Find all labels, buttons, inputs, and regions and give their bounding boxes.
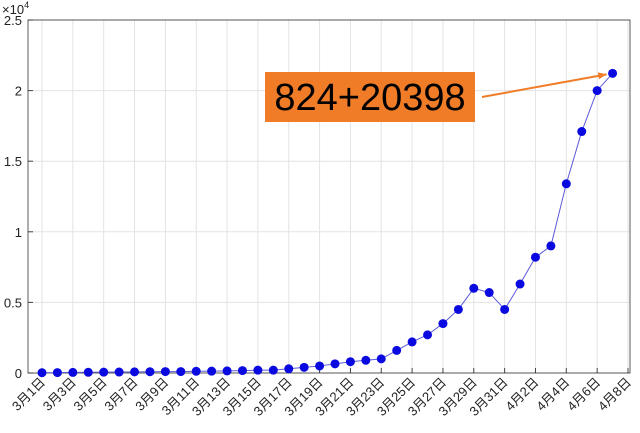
y-tick-label: 1.5 (4, 154, 22, 169)
point (484, 288, 494, 298)
point (299, 362, 309, 372)
point (37, 368, 47, 378)
point (237, 366, 247, 376)
annotation: 824+20398 (274, 77, 465, 119)
point (561, 179, 571, 189)
point (376, 354, 386, 364)
point (191, 366, 201, 376)
point (99, 367, 109, 377)
point (361, 355, 371, 365)
point (68, 367, 78, 377)
x-tick-label: 4月6日 (564, 375, 603, 414)
x-tick-label: 4月2日 (502, 375, 541, 414)
point (438, 319, 448, 329)
point (268, 365, 278, 375)
point (83, 367, 93, 377)
point (176, 367, 186, 377)
point (330, 359, 340, 369)
point (392, 345, 402, 355)
point (546, 241, 556, 251)
point (207, 366, 217, 376)
point (222, 366, 232, 376)
x-tick-label: 4月4日 (533, 375, 572, 414)
point (114, 367, 124, 377)
point (145, 367, 155, 377)
y-tick-label: 0.5 (4, 295, 22, 310)
arrow-head (597, 72, 607, 80)
point (530, 252, 540, 262)
point (469, 283, 479, 293)
multiplier-exponent: 4 (24, 0, 29, 10)
y-tick-label: 1 (15, 225, 22, 240)
y-multiplier: ×104 (2, 0, 29, 17)
point (592, 86, 602, 96)
x-tick-label: 3月7日 (101, 375, 140, 414)
axes-box (27, 19, 631, 374)
point (577, 127, 587, 137)
x-tick-label: 3月5日 (71, 375, 110, 414)
multiplier-base: ×10 (2, 2, 24, 17)
point (253, 365, 263, 375)
y-tick-label: 2.5 (4, 13, 22, 28)
annotation-box (265, 72, 475, 122)
y-tick-label: 2 (15, 84, 22, 99)
point (608, 68, 618, 78)
point (52, 368, 62, 378)
point (500, 304, 510, 314)
point (453, 304, 463, 314)
x-tick-label: 3月3日 (40, 375, 79, 414)
point (284, 364, 294, 374)
point (515, 279, 525, 289)
point (407, 337, 417, 347)
point (315, 361, 325, 371)
point (130, 367, 140, 377)
point (160, 367, 170, 377)
point (345, 357, 355, 367)
y-tick-label: 0 (15, 366, 22, 381)
point (423, 330, 433, 340)
annotation-arrow (481, 73, 607, 98)
x-tick-label: 4月8日 (595, 375, 634, 414)
